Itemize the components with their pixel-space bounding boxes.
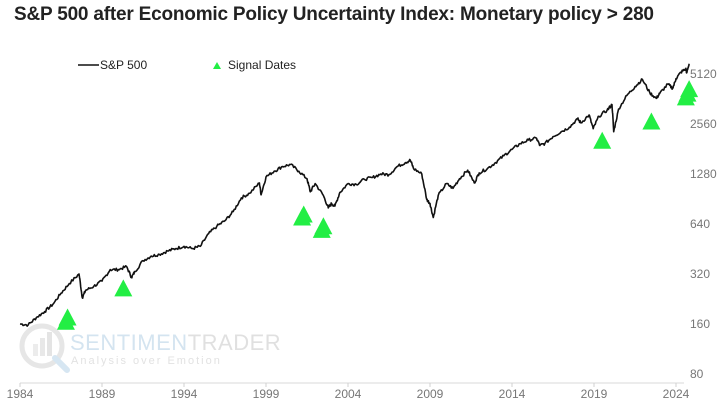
y-tick-label: 160 xyxy=(690,317,710,331)
y-tick-label: 5120 xyxy=(690,67,717,81)
watermark-tagline: Analysis over Emotion xyxy=(71,355,222,367)
signal-triangle xyxy=(58,308,77,326)
legend-label-sp500: S&P 500 xyxy=(100,58,147,72)
legend-label-signal-dates: Signal Dates xyxy=(228,58,296,72)
y-tick-label: 80 xyxy=(690,367,704,381)
y-tick-label: 320 xyxy=(690,267,710,281)
x-tick-label: 1989 xyxy=(89,387,116,400)
y-tick-label: 1280 xyxy=(690,167,717,181)
watermark-logo-ring-icon xyxy=(19,323,65,369)
x-tick-label: 1999 xyxy=(253,387,280,400)
x-tick-label: 2014 xyxy=(499,387,526,400)
watermark-magnifier-icon xyxy=(52,355,70,373)
signal-triangle xyxy=(593,131,612,149)
chart-title: S&P 500 after Economic Policy Uncertaint… xyxy=(14,4,654,25)
x-axis-ticks: 1984 1989 1994 1999 2004 2009 2014 2019 2024 xyxy=(7,383,690,400)
y-tick-label: 2560 xyxy=(690,117,717,131)
x-tick-label: 1984 xyxy=(7,387,34,400)
watermark-logo-bar-icon xyxy=(40,338,45,356)
sp500-line xyxy=(19,63,690,327)
legend: S&P 500 Signal Dates xyxy=(78,58,296,72)
watermark-brand: SENTIMENTRADER xyxy=(70,330,281,355)
watermark-logo-bar-icon xyxy=(33,344,38,356)
x-tick-label: 2004 xyxy=(335,387,362,400)
x-tick-label: 2024 xyxy=(663,387,690,400)
signal-triangle xyxy=(294,205,313,223)
signal-triangle xyxy=(642,112,661,130)
watermark-logo-bar-icon xyxy=(47,332,52,356)
sentimentrader-watermark: SENTIMENTRADER Analysis over Emotion xyxy=(19,323,281,373)
signal-markers xyxy=(56,80,699,330)
signal-triangle xyxy=(680,80,699,98)
legend-triangle-icon xyxy=(213,62,221,69)
y-axis-ticks: 80 160 320 640 1280 2560 5120 xyxy=(690,67,717,381)
y-tick-label: 640 xyxy=(690,217,710,231)
x-tick-label: 2019 xyxy=(581,387,608,400)
x-tick-label: 2009 xyxy=(417,387,444,400)
x-tick-label: 1994 xyxy=(171,387,198,400)
signal-triangle xyxy=(314,217,333,235)
signal-triangle xyxy=(114,279,133,297)
